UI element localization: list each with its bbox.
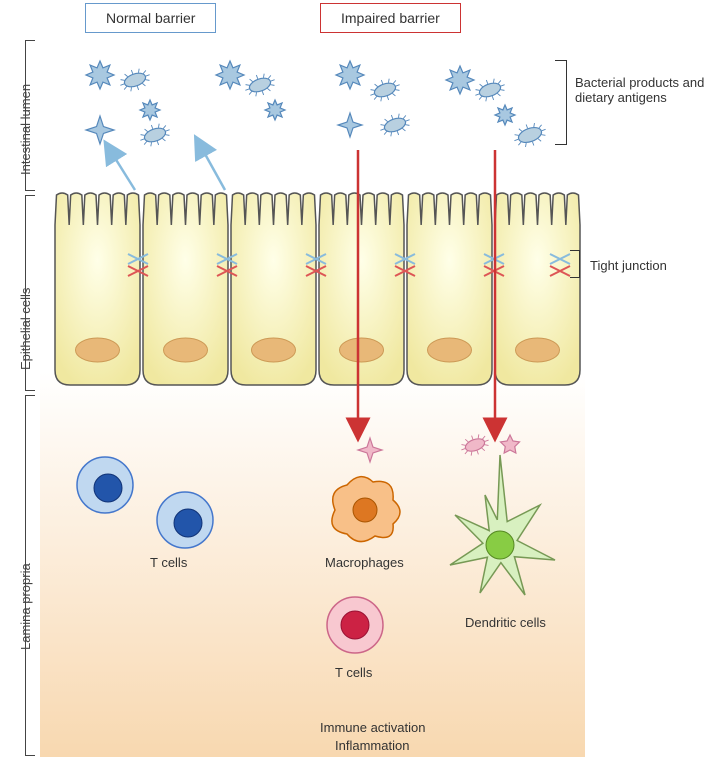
antigen-star (216, 61, 244, 89)
antigen-legend: Bacterial products and dietary antigens (575, 75, 725, 105)
blue-arrow (200, 145, 225, 190)
antigen-star (86, 116, 114, 144)
tj-legend: Tight junction (590, 258, 667, 273)
antigen-star (495, 105, 515, 125)
antigen-bracket (555, 60, 567, 145)
epithelium-nucleus (164, 338, 208, 362)
epithelium-nucleus (516, 338, 560, 362)
antigen-star (336, 61, 364, 89)
macrophages-label: Macrophages (325, 555, 404, 570)
blue-arrow (110, 150, 135, 190)
tcells-bottom-label: T cells (335, 665, 372, 680)
antigen-star (86, 61, 114, 89)
antigen-star (265, 100, 285, 120)
antigen-star (338, 113, 362, 137)
antigen-star (446, 66, 474, 94)
epithelium-nucleus (76, 338, 120, 362)
epithelium-nucleus (340, 338, 384, 362)
tj-bracket (570, 250, 580, 278)
dendritic-label: Dendritic cells (465, 615, 546, 630)
tcells-left-label: T cells (150, 555, 187, 570)
immune-label: Immune activation (320, 720, 426, 735)
epithelium-nucleus (252, 338, 296, 362)
inflammation-label: Inflammation (335, 738, 409, 753)
diagram-svg (0, 0, 728, 771)
antigen-star (140, 100, 160, 120)
epithelium-nucleus (428, 338, 472, 362)
